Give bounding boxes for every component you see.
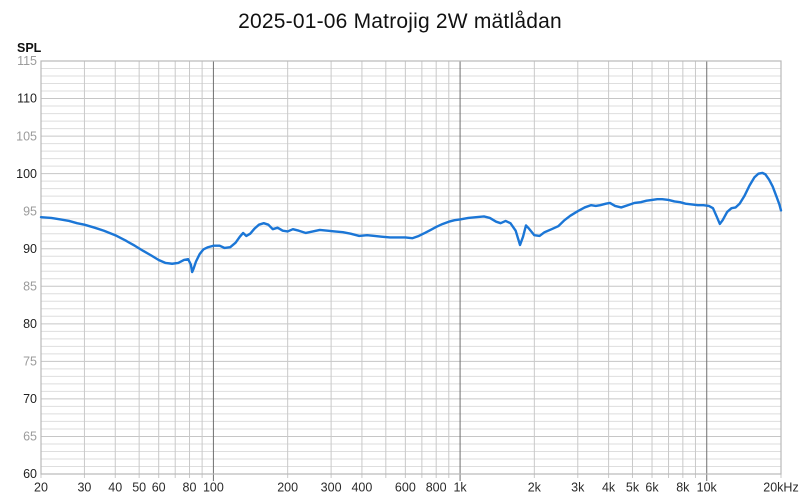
y-tick-label: 75 bbox=[23, 355, 37, 369]
y-tick-label: 65 bbox=[23, 430, 37, 444]
x-tick-label: 3k bbox=[571, 481, 585, 495]
y-tick-label: 100 bbox=[16, 167, 37, 181]
x-tick-label: 2k bbox=[528, 481, 542, 495]
x-tick-label: 1k bbox=[453, 481, 467, 495]
x-tick-label: 20 bbox=[34, 481, 48, 495]
x-tick-label: 300 bbox=[321, 481, 342, 495]
x-tick-label: 600 bbox=[395, 481, 416, 495]
grid-horizontal bbox=[41, 60, 781, 475]
x-tick-label: 100 bbox=[203, 481, 224, 495]
x-tick-label: 60 bbox=[152, 481, 166, 495]
x-tick-label: 50 bbox=[132, 481, 146, 495]
y-tick-labels: 115 110 105 100 95 90 85 80 75 70 65 60 bbox=[16, 54, 37, 481]
x-tick-label: 80 bbox=[183, 481, 197, 495]
y-tick-label: 70 bbox=[23, 392, 37, 406]
x-tick-label: 20kHz bbox=[763, 481, 798, 495]
chart-title: 2025-01-06 Matrojig 2W mätlådan bbox=[238, 10, 562, 33]
y-tick-label: 60 bbox=[23, 467, 37, 481]
x-tick-label: 8k bbox=[676, 481, 690, 495]
y-tick-label: 115 bbox=[17, 54, 37, 68]
x-tick-label: 200 bbox=[277, 481, 298, 495]
x-tick-label: 10k bbox=[697, 481, 718, 495]
response-curve bbox=[39, 171, 783, 274]
y-axis-title: SPL bbox=[17, 41, 42, 55]
x-tick-label: 4k bbox=[602, 481, 616, 495]
y-tick-label: 95 bbox=[23, 204, 37, 218]
y-tick-label: 85 bbox=[23, 279, 37, 293]
x-tick-labels: 20 30 40 50 60 80 100 200 300 400 600 800 1k 2k 3k 4k 5k… bbox=[34, 481, 799, 495]
x-tick-label: 40 bbox=[108, 481, 122, 495]
x-tick-label: 6k bbox=[645, 481, 659, 495]
x-tick-label: 800 bbox=[426, 481, 447, 495]
y-tick-label: 80 bbox=[23, 317, 37, 331]
y-tick-label: 110 bbox=[17, 92, 37, 106]
plot-border bbox=[40, 60, 782, 475]
x-tick-label: 5k bbox=[626, 481, 640, 495]
x-tick-label: 30 bbox=[77, 481, 91, 495]
x-tick-label: 400 bbox=[351, 481, 372, 495]
y-tick-label: 105 bbox=[16, 129, 37, 143]
y-tick-label: 90 bbox=[23, 242, 37, 256]
